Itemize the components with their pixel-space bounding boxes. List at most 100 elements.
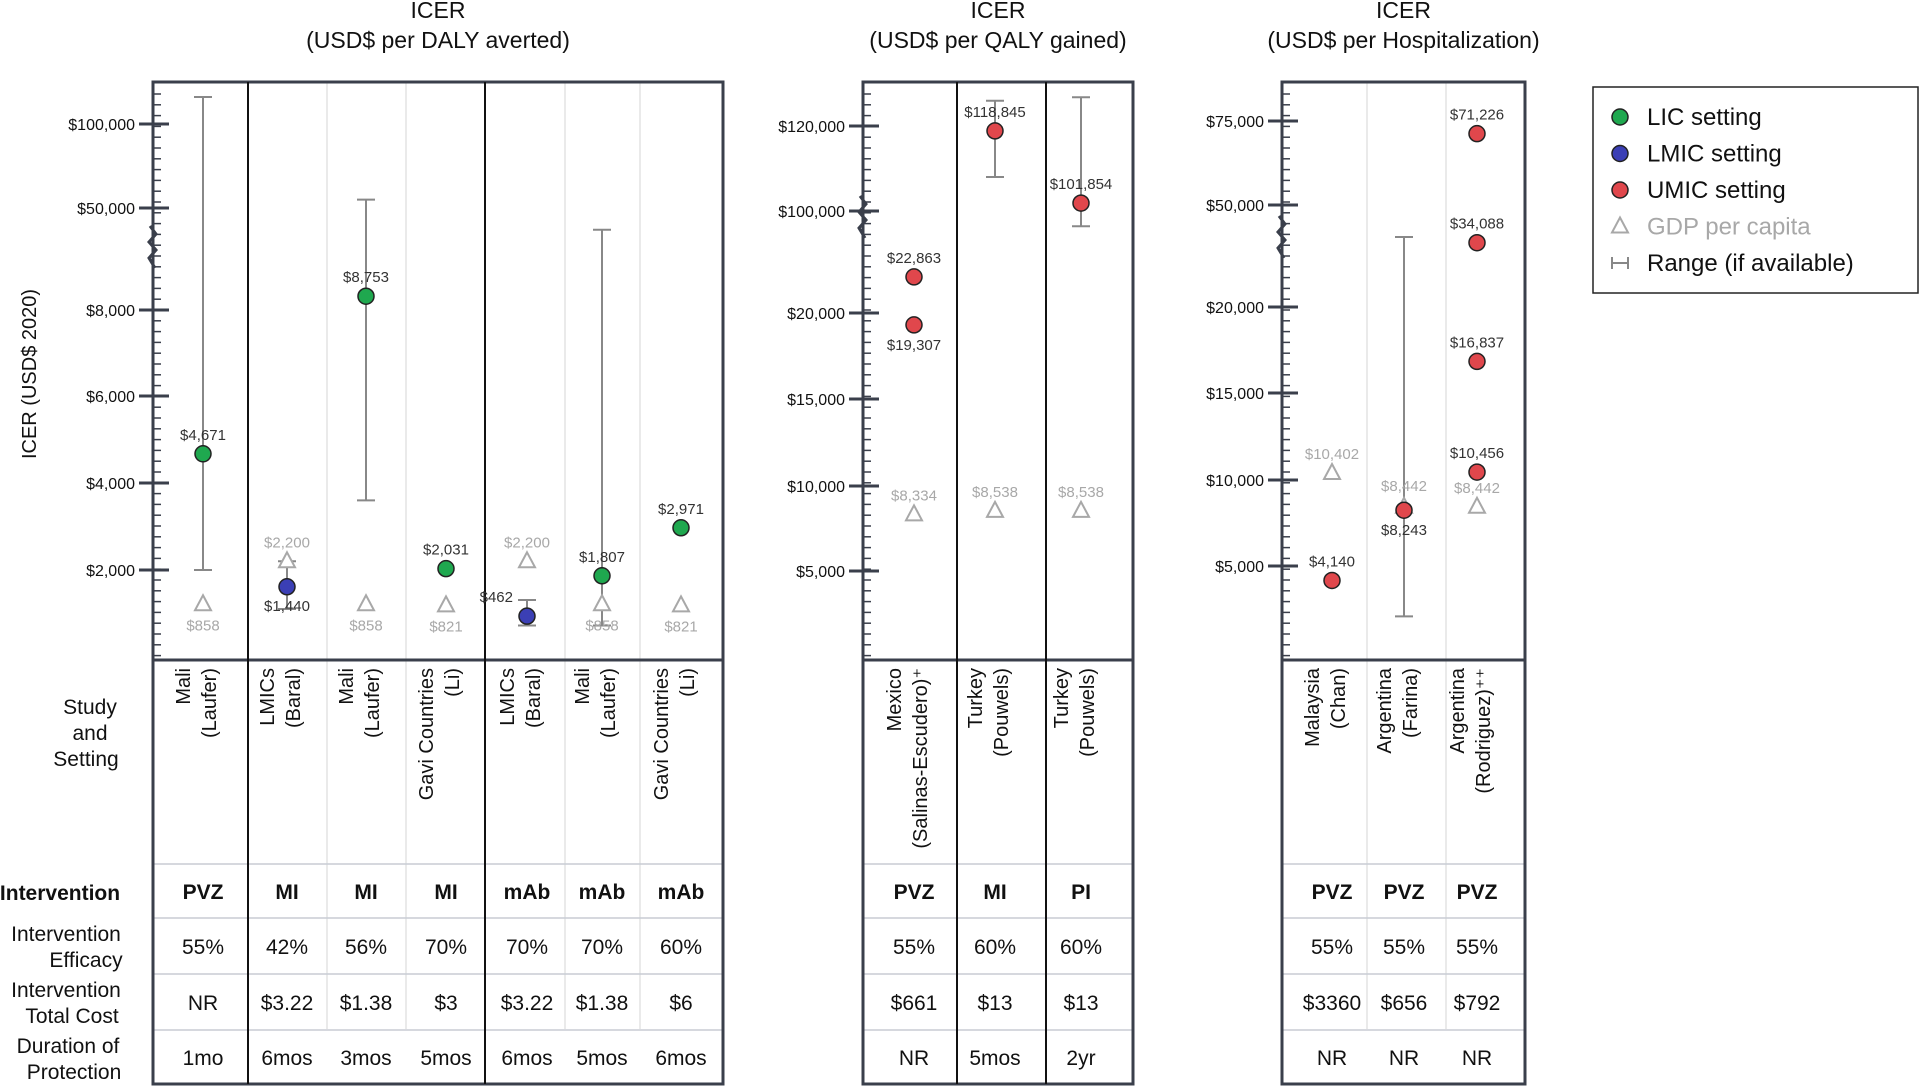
study-label: (Laufer)	[362, 668, 384, 738]
row-label-efficacy: Intervention	[11, 923, 121, 946]
efficacy-cell: 70%	[425, 936, 467, 959]
cost-cell: $3.22	[501, 992, 554, 1015]
duration-cell: NR	[1389, 1047, 1419, 1070]
gdp-label: $858	[585, 617, 618, 634]
gdp-label: $10,402	[1305, 446, 1359, 463]
axis-break	[1276, 215, 1287, 259]
duration-cell: 5mos	[420, 1047, 471, 1070]
study-label: Mali	[173, 668, 195, 705]
y-tick-label: $6,000	[86, 389, 135, 406]
icer-point	[518, 607, 536, 625]
efficacy-cell: 56%	[345, 936, 387, 959]
gdp-marker	[985, 499, 1005, 518]
cost-cell: $661	[891, 992, 938, 1015]
icer-point	[278, 578, 296, 596]
y-tick-label: $5,000	[796, 564, 845, 581]
intervention-cell: PVZ	[894, 881, 935, 904]
y-tick-label: $120,000	[778, 119, 845, 136]
gdp-label: $8,442	[1454, 480, 1500, 497]
icer-label: $8,243	[1381, 522, 1427, 539]
icer-label: $19,307	[887, 337, 941, 354]
y-tick-label: $20,000	[787, 306, 845, 323]
chart-title: ICER	[971, 0, 1026, 23]
gdp-marker	[193, 593, 213, 612]
cost-cell: $13	[1063, 992, 1098, 1015]
efficacy-cell: 55%	[893, 936, 935, 959]
icer-label: $4,140	[1309, 553, 1355, 570]
icer-point	[1468, 124, 1486, 143]
efficacy-cell: 55%	[1383, 936, 1425, 959]
icer-label: $34,088	[1450, 216, 1504, 233]
icer-label: $16,837	[1450, 334, 1504, 351]
row-label-cost: Total Cost	[25, 1005, 119, 1028]
icer-label: $462	[480, 589, 513, 606]
icer-point	[672, 519, 690, 537]
y-tick-label: $10,000	[1206, 473, 1264, 490]
y-tick-label: $8,000	[86, 303, 135, 320]
intervention-cell: MI	[354, 881, 377, 904]
cost-cell: $3360	[1303, 992, 1361, 1015]
frame-layer	[139, 80, 1527, 1086]
duration-cell: 6mos	[261, 1047, 312, 1070]
study-label: (Baral)	[523, 668, 545, 728]
study-label: Mexico	[884, 668, 906, 731]
gdp-marker	[1467, 495, 1487, 514]
gdp-marker	[356, 593, 376, 612]
row-label-intervention: Intervention	[0, 882, 120, 905]
legend-label: LMIC setting	[1647, 141, 1782, 168]
row-label-study: Setting	[53, 748, 118, 771]
efficacy-cell: 60%	[660, 936, 702, 959]
efficacy-cell: 60%	[974, 936, 1016, 959]
study-label: Gavi Countries	[651, 668, 673, 800]
icer-label: $118,845	[964, 104, 1025, 121]
y-tick-label: $50,000	[77, 201, 135, 218]
study-label: (Baral)	[283, 668, 305, 728]
cost-cell: $3	[434, 992, 457, 1015]
study-label: (Li)	[677, 668, 699, 697]
intervention-cell: mAb	[658, 881, 705, 904]
intervention-cell: MI	[275, 881, 298, 904]
efficacy-cell: 55%	[182, 936, 224, 959]
icer-label: $71,226	[1450, 107, 1504, 124]
icer-point	[194, 445, 212, 463]
gdp-marker	[436, 594, 456, 613]
study-label: (Laufer)	[199, 668, 221, 738]
icer-point	[1395, 501, 1413, 519]
panel-frame	[861, 80, 1135, 1086]
cost-cell: $1.38	[576, 992, 629, 1015]
row-label-efficacy: Efficacy	[49, 949, 123, 972]
study-label: (Pouwels)	[991, 668, 1013, 757]
intervention-cell: PVZ	[183, 881, 224, 904]
icer-point	[1468, 463, 1486, 481]
y-tick-label: $15,000	[787, 392, 845, 409]
study-label: LMICs	[257, 668, 279, 726]
intervention-cell: PVZ	[1457, 881, 1498, 904]
gdp-label: $8,442	[1381, 478, 1427, 495]
cost-cell: $656	[1381, 992, 1428, 1015]
study-label: (Laufer)	[598, 668, 620, 738]
icer-label: $1,440	[264, 598, 310, 615]
row-label-duration: Protection	[27, 1061, 122, 1084]
chart-subtitle: (USD$ per QALY gained)	[869, 27, 1126, 53]
intervention-cell: PVZ	[1312, 881, 1353, 904]
icer-point	[1323, 571, 1341, 590]
study-label: Argentina	[1447, 667, 1469, 753]
panel-frame	[1280, 80, 1527, 1086]
intervention-cell: PVZ	[1384, 881, 1425, 904]
study-label: (Farina)	[1400, 668, 1422, 738]
duration-cell: 6mos	[655, 1047, 706, 1070]
duration-cell: 5mos	[576, 1047, 627, 1070]
icer-point	[357, 287, 375, 305]
gdp-marker	[592, 593, 612, 612]
legend-marker	[1611, 181, 1629, 199]
intervention-cell: MI	[434, 881, 457, 904]
study-label: LMICs	[497, 668, 519, 726]
efficacy-cell: 70%	[581, 936, 623, 959]
y-tick-label: $75,000	[1206, 114, 1264, 131]
study-label: Mali	[572, 668, 594, 705]
cost-cell: NR	[188, 992, 218, 1015]
duration-cell: 6mos	[501, 1047, 552, 1070]
y-tick-label: $2,000	[86, 563, 135, 580]
y-tick-label: $15,000	[1206, 386, 1264, 403]
